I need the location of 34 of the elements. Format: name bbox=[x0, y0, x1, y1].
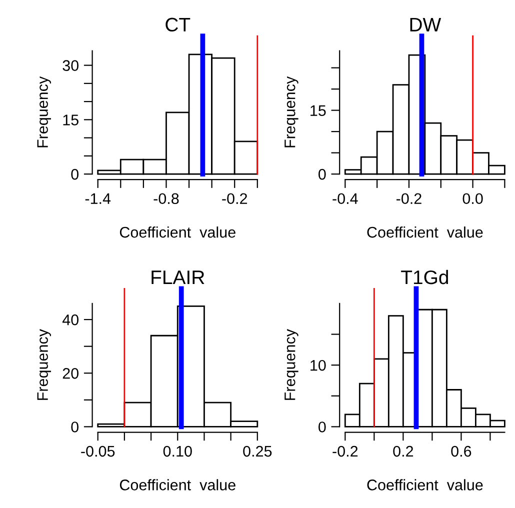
y-tick-label: 20 bbox=[62, 368, 79, 379]
x-axis-title: Coefficient value bbox=[367, 479, 483, 490]
chart-title: DW bbox=[410, 18, 442, 32]
x-tick-label: 0.6 bbox=[451, 446, 472, 457]
y-axis-title: Frequency bbox=[284, 329, 298, 400]
x-axis-title: Coefficient value bbox=[367, 226, 483, 238]
x-tick-label: 0.10 bbox=[163, 446, 192, 457]
chart-title: CT bbox=[166, 18, 190, 32]
y-tick-label: 15 bbox=[63, 114, 78, 126]
y-tick-label: 0 bbox=[318, 422, 326, 432]
x-tick-label: 0.0 bbox=[462, 193, 483, 204]
x-tick-label: 0.2 bbox=[393, 446, 414, 457]
y-tick-label: 0 bbox=[71, 422, 79, 432]
x-tick-label: 0.25 bbox=[243, 446, 272, 457]
chart-title: FLAIR bbox=[152, 270, 204, 284]
y-axis-title: Frequency bbox=[284, 76, 298, 148]
x-axis-title: Coefficient value bbox=[120, 226, 236, 238]
y-tick-label: 15 bbox=[310, 105, 326, 116]
y-tick-label: 0 bbox=[318, 168, 326, 180]
y-tick-label: 30 bbox=[62, 60, 79, 71]
chart-title: T1Gd bbox=[401, 270, 448, 284]
x-tick-label: -0.8 bbox=[154, 193, 179, 204]
x-tick-label: -0.4 bbox=[332, 193, 358, 204]
y-axis-title: Frequency bbox=[37, 329, 51, 400]
x-tick-label: -0.2 bbox=[222, 193, 248, 204]
x-axis-title: Coefficient value bbox=[120, 479, 236, 490]
x-tick-label: -0.2 bbox=[396, 193, 422, 204]
y-tick-label: 10 bbox=[310, 360, 326, 371]
y-tick-label: 40 bbox=[62, 314, 79, 326]
x-tick-label: -0.05 bbox=[81, 446, 115, 457]
x-tick-label: -0.2 bbox=[332, 446, 358, 457]
y-axis-title: Frequency bbox=[37, 76, 51, 148]
y-tick-label: 0 bbox=[71, 168, 79, 180]
x-tick-label: -1.4 bbox=[85, 193, 111, 204]
